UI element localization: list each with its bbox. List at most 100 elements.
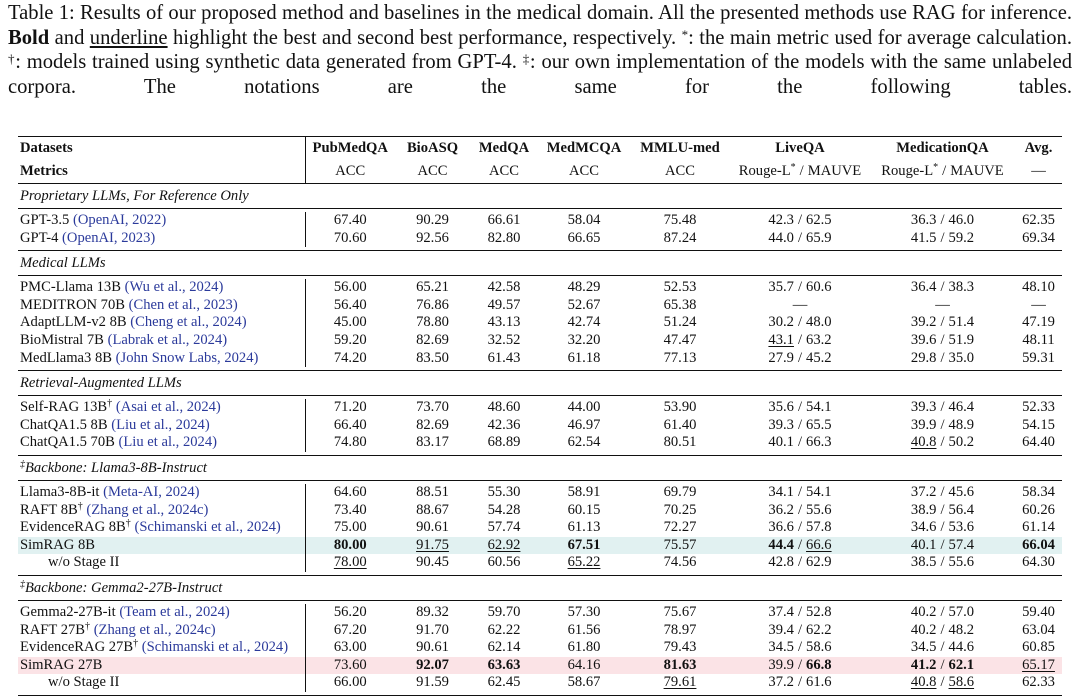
separator: / (797, 314, 803, 331)
table-cell: 57.30 (538, 604, 630, 622)
cell-value: 62.2 (806, 621, 832, 638)
cell-value: Avg. (1024, 140, 1053, 156)
cell-value: 56.4 (948, 501, 975, 518)
cell-value: — (1031, 296, 1046, 313)
superscript: † (133, 638, 139, 650)
model-name: BioMistral 7B (Labrak et al., 2024) (18, 331, 306, 350)
separator: / (940, 483, 945, 500)
cell-value: 38.5 (910, 554, 937, 571)
cell-value: 39.2 (910, 314, 937, 331)
table-cell: 88.67 (395, 502, 470, 520)
spacer-cell (18, 692, 1062, 696)
cell-value: 51.4 (948, 314, 975, 331)
cell-value: 69.79 (663, 483, 697, 500)
cell-value: 79.61 (663, 674, 697, 691)
cell-value: 80.00 (333, 536, 367, 553)
cell-value: 40.8 (910, 434, 937, 451)
cell-value: 29.8 (910, 349, 937, 366)
cell-value: 56.20 (333, 603, 367, 620)
cell-value: 36.4 (910, 279, 937, 296)
superscript: ‡ (20, 458, 25, 470)
section-title-text: Retrieval-Augmented LLMs (20, 375, 182, 392)
model-name: PMC-Llama 13B (Wu et al., 2024) (18, 279, 306, 297)
table-cell: 87.24 (630, 230, 730, 248)
cell-value: 62.14 (487, 639, 521, 656)
cell-value: 62.9 (806, 554, 832, 571)
model-name: ChatQA1.5 70B (Liu et al., 2024) (18, 434, 306, 452)
model-name: MEDITRON 70B (Chen et al., 2023) (18, 296, 306, 315)
table-cell: 76.86 (395, 297, 470, 315)
cell-value: 64.60 (333, 483, 367, 500)
model-name: w/o Stage II (18, 554, 306, 572)
citation: (Liu et al., 2024) (118, 434, 217, 451)
cell-value: 46.4 (948, 399, 975, 416)
cell-value: 36.2 (768, 501, 794, 518)
table-cell: 65.17 (1015, 657, 1062, 675)
superscript: * (790, 162, 796, 173)
table-cell: 71.20 (305, 399, 395, 417)
section-title: Retrieval-Augmented LLMs (18, 370, 1062, 397)
table-cell: 91.70 (395, 622, 470, 640)
separator: / (797, 554, 803, 571)
table-cell: 52.53 (630, 279, 730, 297)
cell-value: 32.52 (487, 331, 521, 348)
table-cell: 72.27 (630, 519, 730, 537)
cell-value: 37.2 (910, 483, 937, 500)
citation: (Meta-AI, 2024) (103, 483, 200, 500)
cell-value: 80.51 (663, 434, 697, 451)
table-cell: 40.1/57.4 (870, 537, 1015, 555)
table-cell: 39.2/51.4 (870, 314, 1015, 332)
table-cell: 37.2/61.6 (730, 674, 870, 692)
table-cell: 59.70 (470, 604, 538, 622)
table-cell: Rouge-L* / MAUVE (870, 160, 1015, 184)
table-cell: 39.6/51.9 (870, 332, 1015, 350)
cell-value: 48.0 (806, 314, 832, 331)
table-cell: 61.14 (1015, 519, 1062, 537)
cell-value: 64.16 (567, 656, 601, 673)
cell-value: 42.74 (567, 314, 601, 331)
cell-value: 82.80 (487, 229, 521, 246)
citation: (Schimanski et al., 2024) (134, 519, 281, 536)
cell-value: 78.97 (663, 621, 697, 638)
separator: / (797, 674, 803, 691)
table-cell: 66.04 (1015, 537, 1062, 555)
cell-value: 83.50 (416, 349, 449, 366)
table-cell: 36.2/55.6 (730, 502, 870, 520)
table-cell: 54.28 (470, 502, 538, 520)
table-cell: 60.56 (470, 554, 538, 572)
table-cell: 60.15 (538, 502, 630, 520)
table-cell: 78.00 (305, 554, 395, 572)
table-cell: 49.57 (470, 297, 538, 315)
cell-value: 60.26 (1022, 501, 1055, 518)
cell-value: 66.00 (333, 674, 367, 691)
caption-sup: * (681, 26, 689, 42)
cell-value: 62.33 (1022, 674, 1055, 691)
cell-value: 40.1 (768, 434, 794, 451)
table-cell: LiveQA (730, 137, 870, 161)
cell-value: 62.22 (487, 621, 521, 638)
table-cell: 75.67 (630, 604, 730, 622)
model-name-text: MEDITRON 70B (20, 296, 125, 313)
table-cell: 40.8/50.2 (870, 434, 1015, 452)
separator: / (940, 279, 945, 296)
cell-value: 60.85 (1022, 639, 1055, 656)
cell-value: 62.1 (948, 656, 975, 673)
cell-value: 66.40 (333, 416, 367, 433)
table-cell: 89.32 (395, 604, 470, 622)
separator: / (940, 621, 945, 638)
section-title-text: Backbone: Llama3-8B-Instruct (25, 459, 207, 476)
table-cell: 60.85 (1015, 639, 1062, 657)
table-cell: 29.8/35.0 (870, 350, 1015, 368)
cell-value: 53.90 (663, 399, 697, 416)
table-cell: 35.6/54.1 (730, 399, 870, 417)
cell-value: 55.30 (487, 483, 521, 500)
cell-value: 74.56 (663, 554, 697, 571)
cell-value: 27.9 (768, 349, 794, 366)
table-cell: 66.00 (305, 674, 395, 692)
cell-value: 66.3 (806, 434, 832, 451)
separator: / (797, 416, 803, 433)
table-cell: 36.3/46.0 (870, 212, 1015, 230)
superscript: † (77, 500, 83, 512)
cell-value: 63.2 (806, 331, 832, 348)
table-cell: ACC (630, 160, 730, 184)
